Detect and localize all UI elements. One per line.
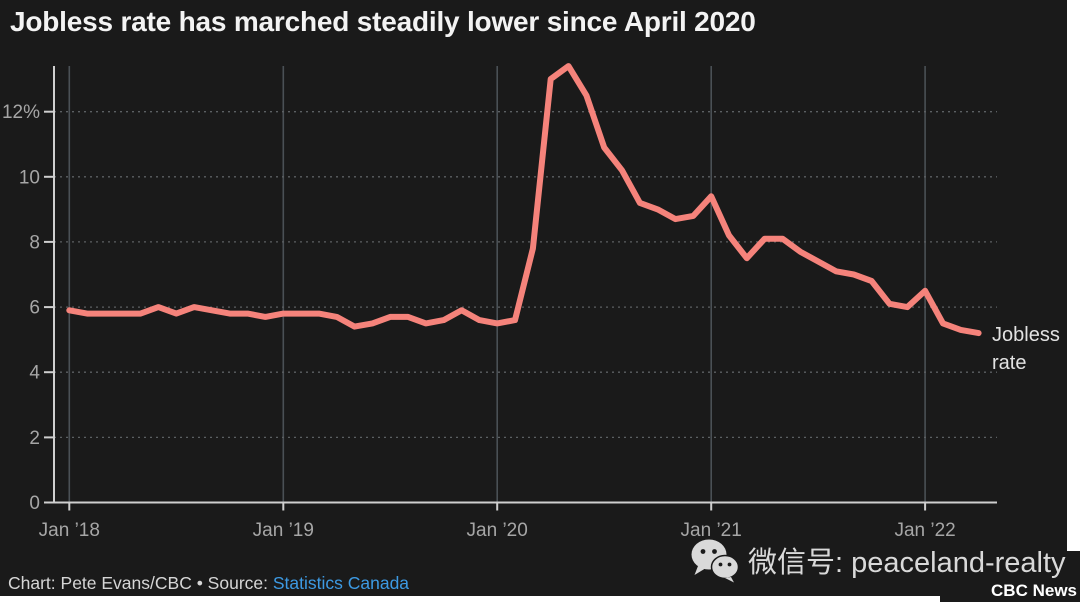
x-tick-label: Jan ’21 — [681, 520, 742, 541]
series-label-line-1: Jobless — [992, 324, 1060, 346]
chart-footer: Chart: Pete Evans/CBC • Source: Statisti… — [8, 573, 409, 594]
wechat-icon — [691, 539, 740, 583]
x-tick-label: Jan ’18 — [39, 520, 100, 541]
y-tick-label: 4 — [29, 363, 40, 384]
chart-card: Jobless rate has marched steadily lower … — [0, 0, 1067, 596]
y-tick-label: 12% — [2, 102, 40, 123]
cbc-news-label: CBC News — [991, 581, 1077, 600]
series-end-label: Jobless rate — [992, 321, 1062, 377]
wechat-watermark: 微信号: peaceland-realty — [690, 533, 1066, 587]
series-label-line-2: rate — [992, 352, 1027, 374]
chart-credit: Chart: Pete Evans/CBC • Source: — [8, 573, 273, 593]
x-tick-label: Jan ’22 — [894, 520, 955, 541]
wechat-account-label: 微信号: peaceland-realty — [748, 547, 1066, 579]
chart-title: Jobless rate has marched steadily lower … — [10, 6, 756, 37]
jobless-rate-line-chart: 0 2 4 6 8 10 12% Jan ’18 Jan ’19 Jan ’20 Jan ’21 Ja… — [2, 63, 997, 541]
x-tick-label: Jan ’19 — [253, 520, 314, 541]
y-tick-label: 8 — [29, 232, 40, 253]
y-tick-label: 2 — [29, 428, 40, 449]
y-tick-label: 6 — [29, 298, 40, 319]
x-tick-label: Jan ’20 — [467, 520, 528, 541]
y-tick-label: 0 — [29, 493, 40, 514]
cbc-corner-bar — [940, 551, 1080, 602]
source-link[interactable]: Statistics Canada — [272, 573, 410, 593]
y-tick-label: 10 — [19, 167, 40, 188]
jobless-rate-line — [66, 63, 982, 337]
